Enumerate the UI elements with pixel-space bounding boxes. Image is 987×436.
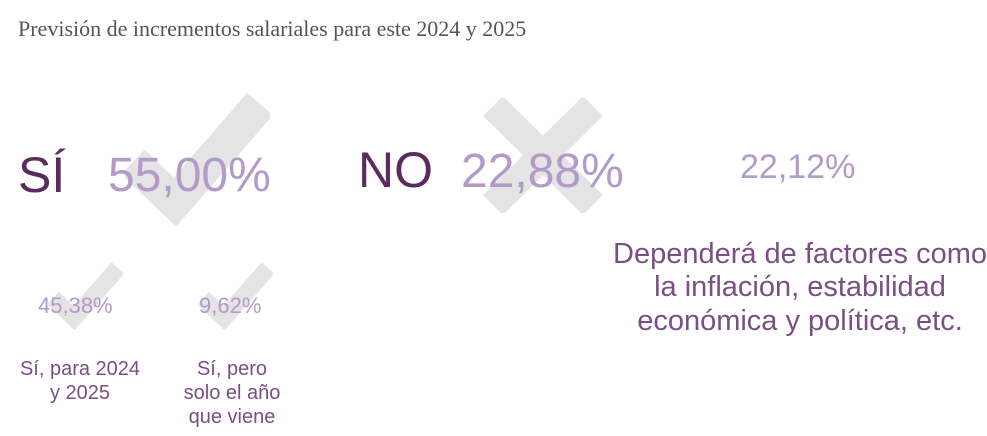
yes-value: 55,00%	[108, 149, 271, 202]
no-value: 22,88%	[461, 145, 624, 198]
yes-next-year-label: Sí, pero solo el año que viene	[183, 358, 281, 428]
yes-label: SÍ	[18, 147, 66, 203]
chart-title: Previsión de incrementos salariales para…	[18, 16, 527, 41]
depends-label: Dependerá de factores como la inflación,…	[613, 238, 987, 337]
depends-value: 22,12%	[740, 148, 856, 186]
yes-both-years-value: 45,38%	[38, 293, 113, 318]
yes-next-year-value: 9,62%	[199, 293, 262, 318]
yes-both-years-label: Sí, para 2024 y 2025	[19, 358, 141, 404]
no-label: NO	[358, 142, 433, 198]
